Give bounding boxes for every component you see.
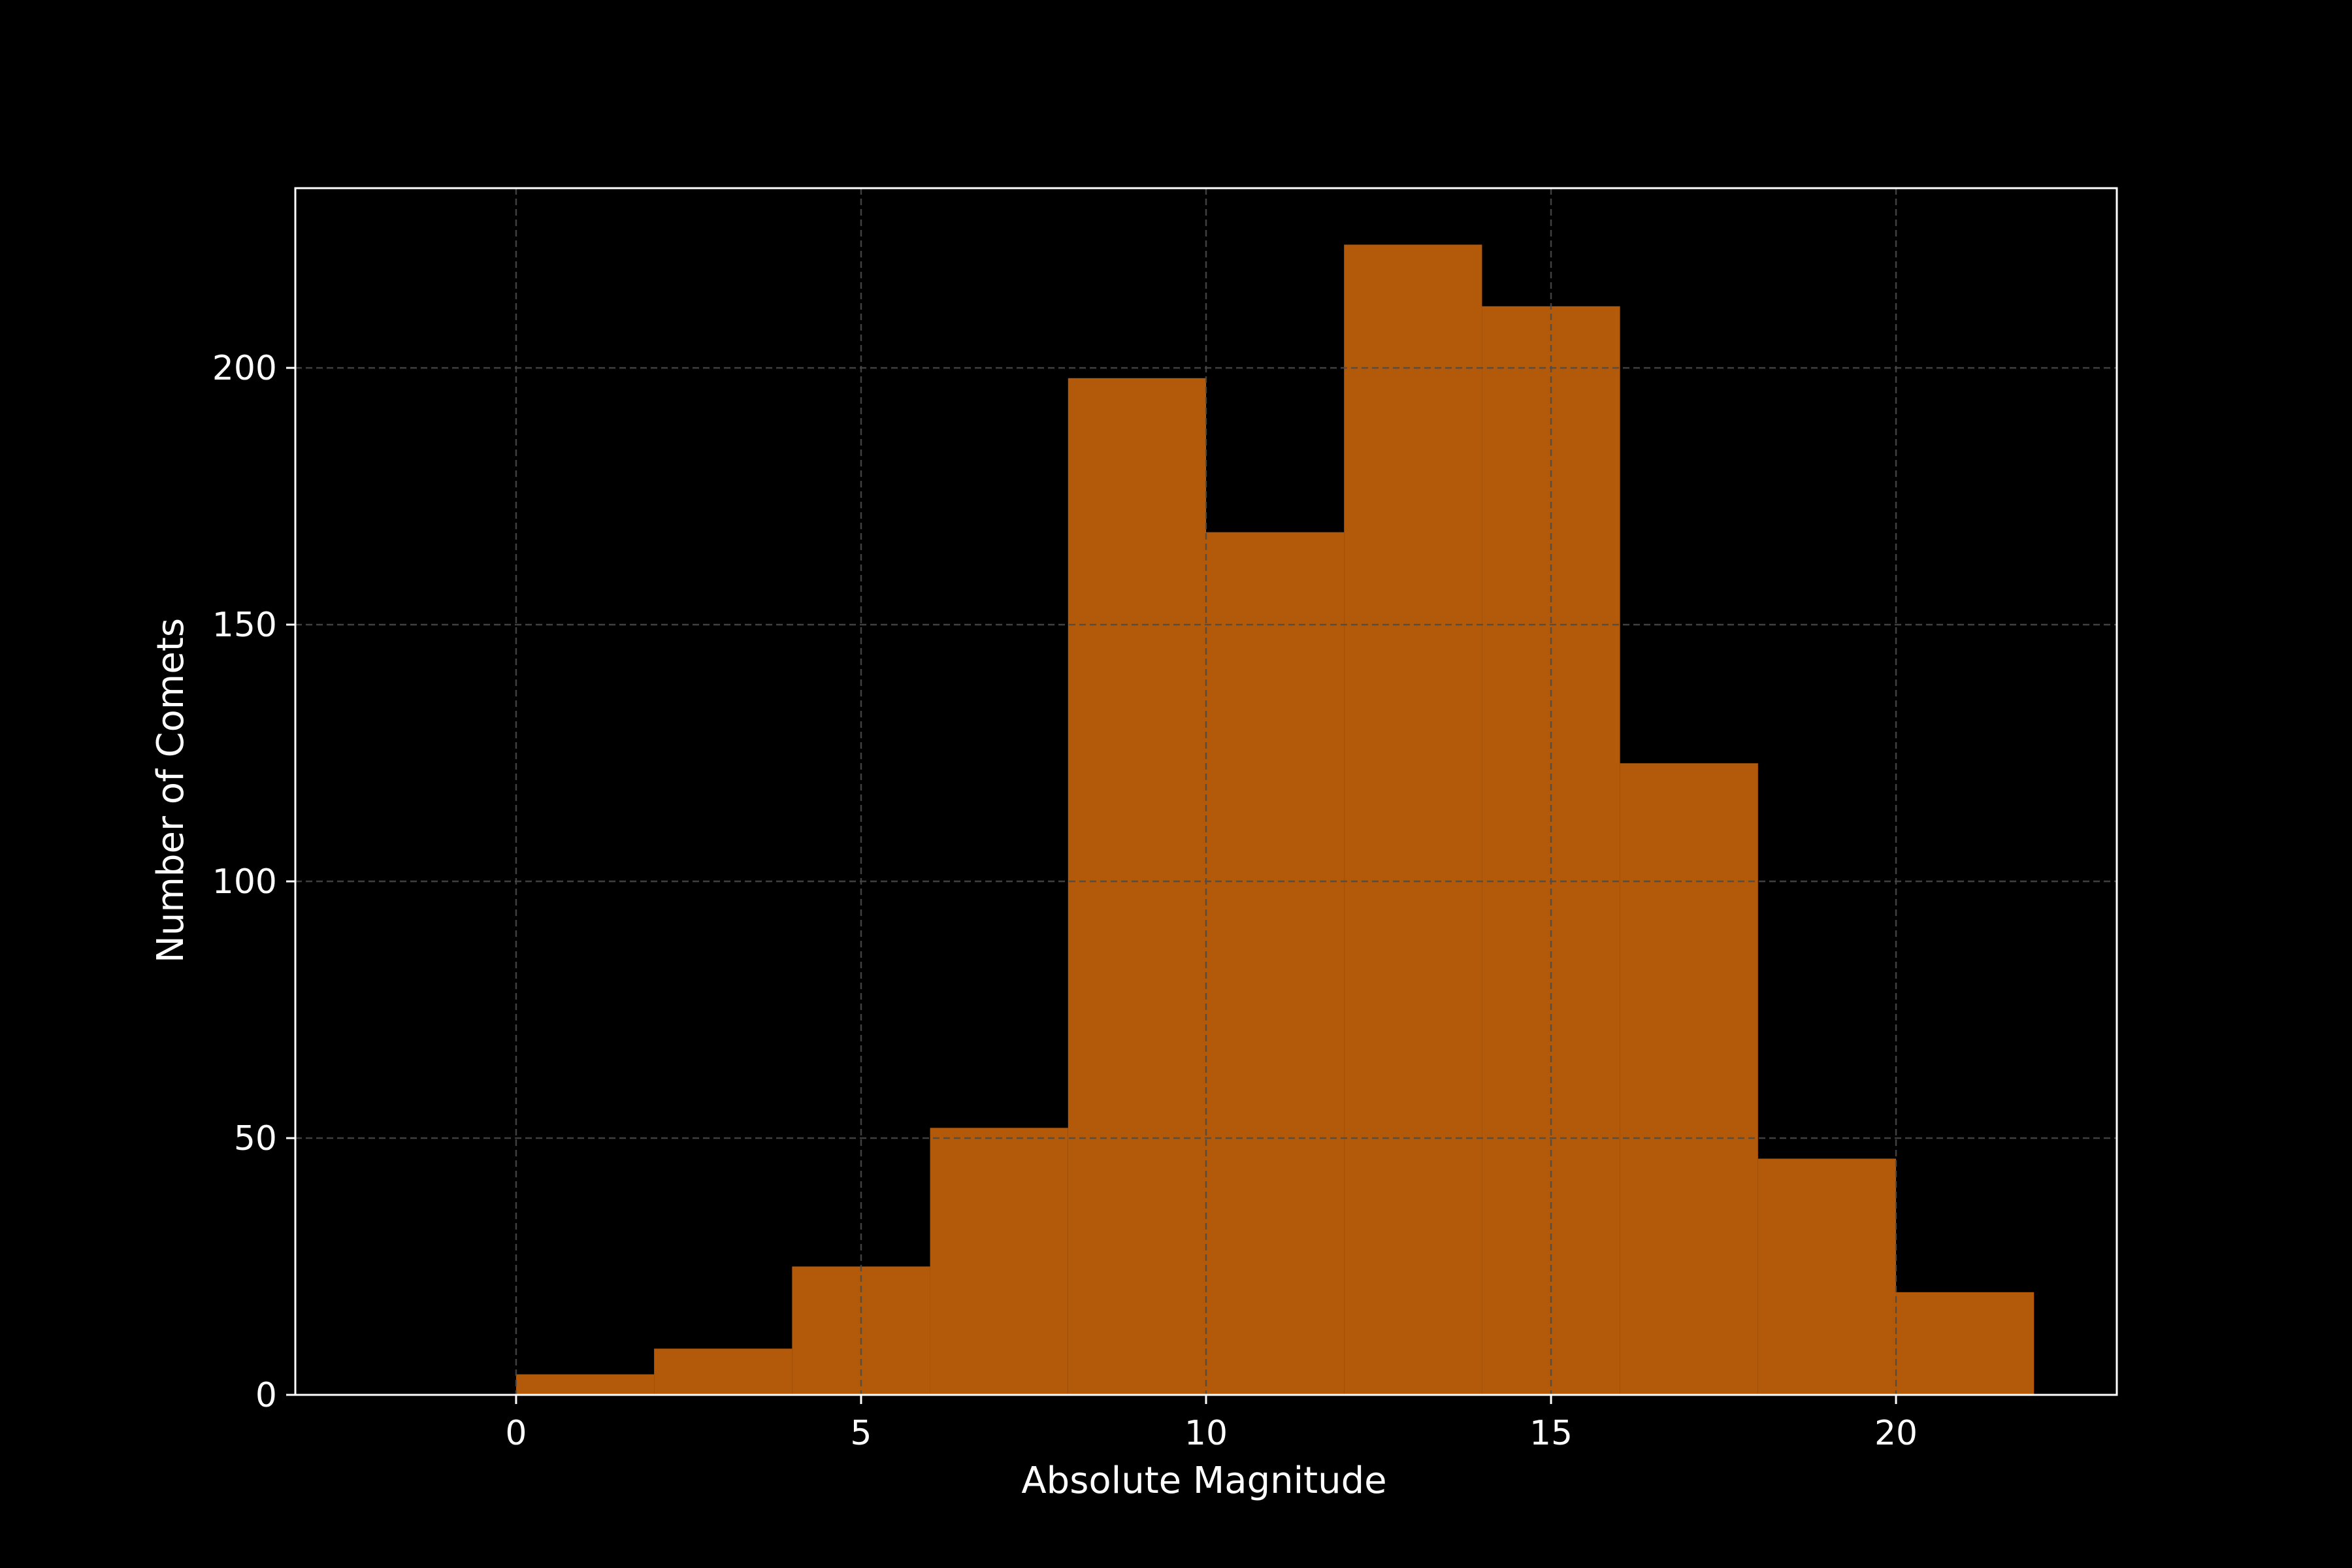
histogram-bar <box>1896 1292 2034 1395</box>
histogram-bar <box>1344 244 1482 1395</box>
grid-lines <box>295 188 2117 1395</box>
histogram-bar <box>1757 1158 1897 1395</box>
x-tick-label: 10 <box>1184 1414 1228 1453</box>
y-tick-label: 0 <box>255 1376 277 1415</box>
bars <box>515 244 2034 1396</box>
x-tick-label: 0 <box>505 1414 527 1453</box>
x-tick-label: 20 <box>1874 1414 1918 1453</box>
y-tick-label: 200 <box>212 349 277 388</box>
histogram-bar <box>1206 532 1345 1395</box>
histogram-bar <box>1068 378 1206 1396</box>
y-tick-label: 50 <box>234 1119 277 1158</box>
histogram-bar <box>515 1374 655 1395</box>
x-tick-label: 5 <box>850 1414 872 1453</box>
x-tick-label: 15 <box>1529 1414 1573 1453</box>
histogram-bar <box>1620 763 1758 1395</box>
y-tick-label: 100 <box>212 862 277 902</box>
y-axis-label: Number of Comets <box>150 618 192 963</box>
x-axis-label: Absolute Magnitude <box>1021 1460 1386 1502</box>
y-tick-label: 150 <box>212 606 277 645</box>
histogram-bar <box>930 1128 1068 1395</box>
histogram-bar <box>654 1348 792 1395</box>
